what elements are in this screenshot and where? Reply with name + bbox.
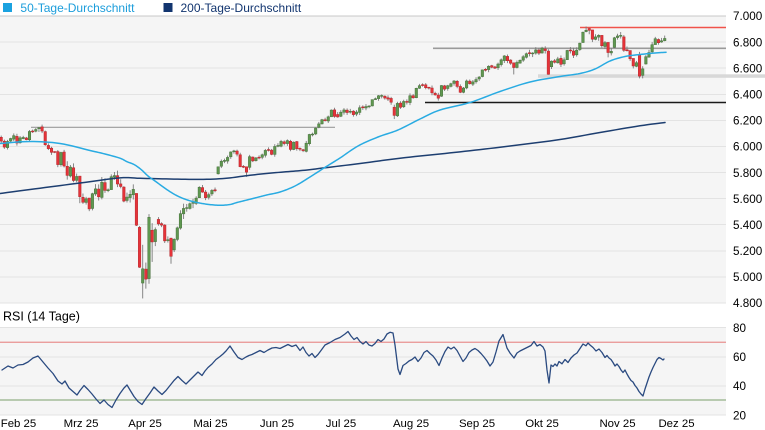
- svg-text:4.800: 4.800: [733, 297, 763, 310]
- svg-text:Dez 25: Dez 25: [658, 418, 694, 430]
- svg-text:Jun 25: Jun 25: [260, 418, 294, 430]
- svg-text:Jul 25: Jul 25: [326, 418, 356, 430]
- svg-text:6.000: 6.000: [733, 141, 763, 154]
- svg-text:6.600: 6.600: [733, 62, 763, 75]
- svg-text:5.400: 5.400: [733, 219, 763, 232]
- svg-text:5.800: 5.800: [733, 167, 763, 180]
- svg-text:50-Tage-Durchschnitt: 50-Tage-Durchschnitt: [20, 1, 135, 15]
- svg-text:Sep 25: Sep 25: [459, 418, 495, 430]
- svg-text:RSI (14 Tage): RSI (14 Tage): [3, 310, 80, 324]
- svg-text:40: 40: [733, 380, 747, 393]
- svg-text:Apr 25: Apr 25: [128, 418, 162, 430]
- svg-text:7.000: 7.000: [733, 10, 763, 23]
- svg-text:Mrz 25: Mrz 25: [64, 418, 99, 430]
- svg-text:20: 20: [733, 409, 747, 422]
- svg-text:Aug 25: Aug 25: [393, 418, 429, 430]
- svg-text:6.400: 6.400: [733, 88, 763, 101]
- svg-text:5.600: 5.600: [733, 193, 763, 206]
- svg-text:5.000: 5.000: [733, 271, 763, 284]
- svg-text:Okt 25: Okt 25: [525, 418, 559, 430]
- svg-text:200-Tage-Durchschnitt: 200-Tage-Durchschnitt: [181, 1, 302, 15]
- svg-text:Feb 25: Feb 25: [1, 418, 36, 430]
- svg-text:6.800: 6.800: [733, 36, 763, 49]
- svg-text:6.200: 6.200: [733, 115, 763, 128]
- svg-text:5.200: 5.200: [733, 245, 763, 258]
- svg-text:Mai 25: Mai 25: [193, 418, 227, 430]
- svg-text:80: 80: [733, 322, 747, 335]
- svg-text:Nov 25: Nov 25: [599, 418, 635, 430]
- svg-text:60: 60: [733, 351, 747, 364]
